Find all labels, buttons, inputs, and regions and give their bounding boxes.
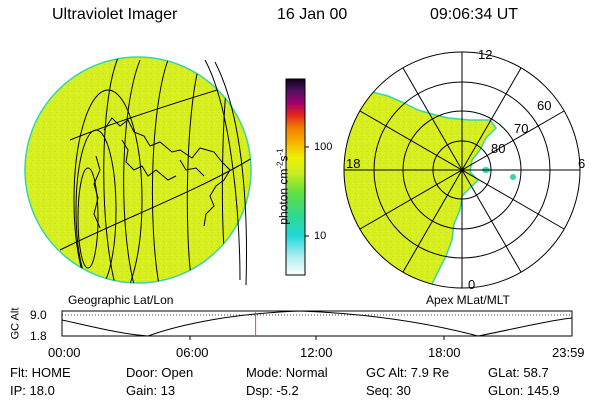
caption-geographic: Geographic Lat/Lon [68, 293, 174, 307]
status-glon: GLon: 145.9 [488, 383, 560, 398]
polar-label-18: 18 [346, 156, 361, 171]
altitude-plot [61, 310, 573, 340]
instrument-title: Ultraviolet Imager [52, 6, 178, 23]
status-gain: Gain: 13 [126, 383, 176, 398]
altplot-ylabel: GC Alt [9, 307, 22, 340]
altplot-x-tick: 23:59 [552, 345, 585, 360]
status-glat: GLat: 58.7 [488, 365, 549, 380]
unit-s: s [276, 155, 291, 162]
altplot-x-tick: 18:00 [428, 345, 461, 360]
caption-apex: Apex MLat/MLT [426, 293, 510, 307]
polar-lat-70: 70 [514, 121, 529, 136]
status-dsp: Dsp: -5.2 [246, 383, 299, 398]
status-gc-alt: GC Alt: 7.9 Re [366, 365, 450, 380]
unit-photon: photon cm [276, 168, 291, 225]
polar-label-12: 12 [478, 47, 493, 62]
status-seq: Seq: 30 [366, 383, 411, 398]
unit-exp2: -1 [275, 148, 285, 156]
time-label: 09:06:34 UT [430, 6, 519, 23]
altplot-x-tick: 06:00 [176, 345, 209, 360]
polar-lat-80: 80 [491, 141, 506, 156]
date-label: 16 Jan 00 [277, 6, 348, 23]
colorbar-tick-100: 100 [314, 141, 333, 153]
unit-exp1: -2 [275, 161, 285, 169]
colorbar-unit-label: photon cm-2s-1 [274, 117, 291, 257]
status-mode: Mode: Normal [246, 365, 328, 380]
altplot-y-top: 9.0 [30, 308, 47, 322]
altplot-x-tick: 12:00 [300, 345, 333, 360]
color-scale-bar [285, 78, 309, 276]
status-door: Door: Open [126, 365, 194, 380]
geographic-image [24, 56, 252, 286]
polar-label-0: 0 [468, 277, 476, 292]
colorbar-tick-10: 10 [314, 230, 327, 242]
altplot-y-bottom: 1.8 [30, 329, 47, 343]
status-flight: Flt: HOME [10, 365, 71, 380]
polar-plot [343, 51, 581, 289]
polar-label-6: 6 [578, 156, 586, 171]
status-ip: IP: 18.0 [10, 383, 55, 398]
polar-lat-60: 60 [537, 98, 552, 113]
altplot-x-tick: 00:00 [48, 345, 81, 360]
